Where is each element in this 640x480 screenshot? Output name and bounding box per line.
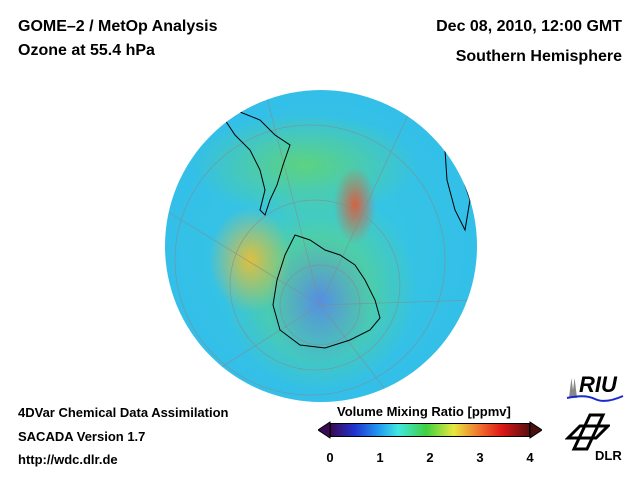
colorbar-tick: 0 xyxy=(326,450,334,465)
footer-url[interactable]: http://wdc.dlr.de xyxy=(18,452,118,467)
map-title: GOME–2 / MetOp Analysis xyxy=(18,18,218,35)
coastlines xyxy=(224,109,471,349)
datetime: Dec 08, 2010, 12:00 GMT xyxy=(436,18,622,35)
dlr-logo: DLR xyxy=(564,412,625,472)
riu-logo: RIU xyxy=(565,372,625,402)
colorbar-tick: 1 xyxy=(376,450,384,465)
dlr-emblem-icon xyxy=(564,413,612,451)
graticule-and-coastlines xyxy=(165,90,477,402)
colorbar-label: Volume Mixing Ratio [ppmv] xyxy=(337,404,511,419)
map-subtitle: Ozone at 55.4 hPa xyxy=(18,42,155,59)
footer-version: SACADA Version 1.7 xyxy=(18,429,146,444)
colorbar-tick: 4 xyxy=(526,450,534,465)
graticule xyxy=(165,90,477,402)
colorbar xyxy=(330,423,530,437)
region: Southern Hemisphere xyxy=(455,48,622,65)
ozone-globe-map xyxy=(165,90,477,402)
colorbar-arrows xyxy=(318,421,542,439)
colorbar-tick: 2 xyxy=(426,450,434,465)
colorbar-tick: 3 xyxy=(476,450,484,465)
footer-method: 4DVar Chemical Data Assimilation xyxy=(18,405,229,420)
